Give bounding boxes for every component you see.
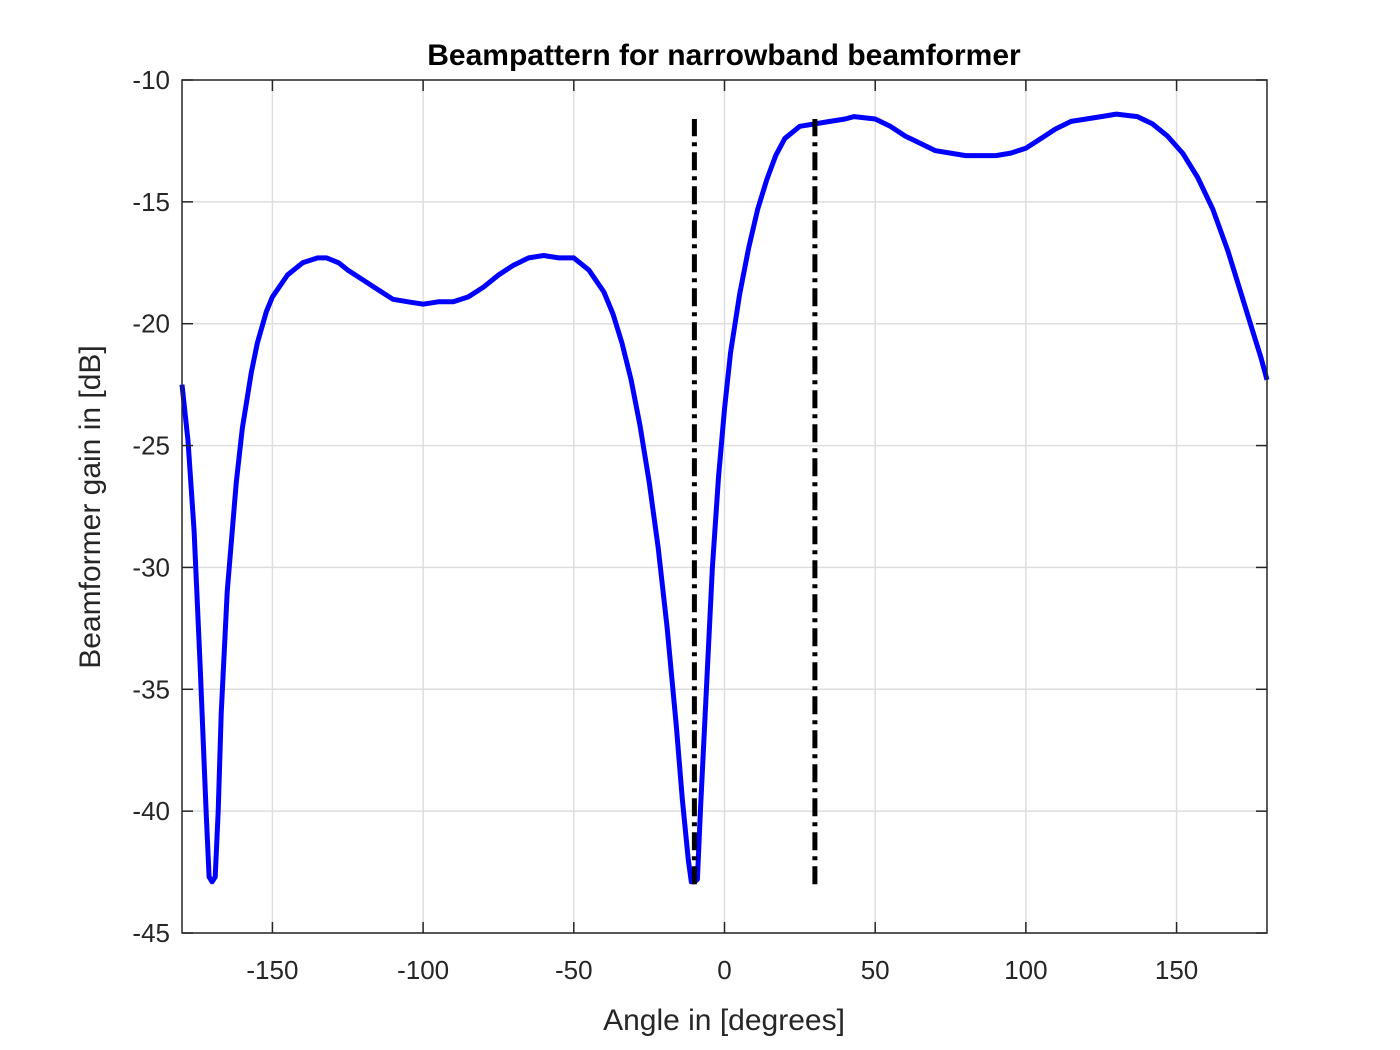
y-tick-label: -45 [132,918,170,948]
chart-title: Beampattern for narrowband beamformer [427,39,1021,72]
series-layer [179,111,1270,885]
tick-layer: -150 -100 -50 0 50 100 150 -45 -40 -35 -30 -25 -20 -1… [132,65,1267,985]
x-tick-label: 150 [1155,955,1198,985]
x-tick-label: 100 [1004,955,1047,985]
y-tick-label: -25 [132,431,170,461]
x-tick-label: -50 [555,955,593,985]
y-tick-label: -20 [132,309,170,339]
x-tick-label: 0 [717,955,731,985]
y-axis-label: Beamformer gain in [dB] [74,345,107,668]
y-tick-label: -35 [132,674,170,704]
grid-layer [182,79,1267,934]
x-tick-label: 50 [861,955,890,985]
y-tick-label: -40 [132,796,170,826]
y-tick-label: -15 [132,187,170,217]
y-tick-label: -10 [132,65,170,95]
x-axis-label: Angle in [degrees] [603,1004,845,1037]
x-tick-label: -150 [246,955,298,985]
beampattern-curve [179,111,1270,885]
y-tick-label: -30 [132,552,170,582]
x-tick-label: -100 [397,955,449,985]
